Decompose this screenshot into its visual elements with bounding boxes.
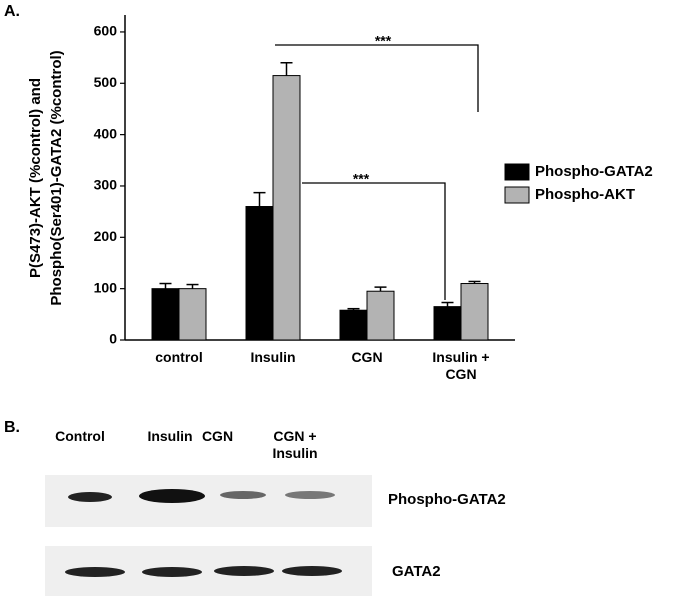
lane-label: Insulin xyxy=(147,428,193,444)
blot-row-label: Phospho-GATA2 xyxy=(388,491,506,508)
blot-band xyxy=(142,567,202,577)
annotation: *** xyxy=(353,171,370,187)
y-tick-label: 600 xyxy=(94,23,118,39)
lane-label: CGN xyxy=(201,428,234,444)
panel-label: A. xyxy=(4,3,20,20)
lane-label: CGN + Insulin xyxy=(272,428,318,461)
y-label-line: P(S473)-AKT (%control) and xyxy=(27,78,44,278)
bar xyxy=(366,290,395,341)
y-tick-label: 200 xyxy=(94,228,118,244)
y-tick-label: 500 xyxy=(94,74,118,90)
annotation: *** xyxy=(375,33,392,49)
significance-bracket xyxy=(275,44,479,112)
blot-band xyxy=(220,491,266,499)
y-tick-label: 400 xyxy=(94,125,118,141)
y-tick-label: 0 xyxy=(109,331,117,347)
x-tick-label: Insulin xyxy=(250,349,296,365)
legend-swatch xyxy=(504,163,530,181)
blot-band xyxy=(65,567,125,577)
y-tick-label: 300 xyxy=(94,177,118,193)
blot-row-label: GATA2 xyxy=(392,563,441,580)
y-label-line: Phospho(Ser401)-GATA2 (%control) xyxy=(48,50,65,305)
blot-band xyxy=(285,491,335,499)
bar xyxy=(178,288,207,341)
bar xyxy=(433,306,462,341)
lane-label: Control xyxy=(55,428,105,444)
bar xyxy=(245,206,274,341)
legend-label: Phospho-AKT xyxy=(535,186,635,203)
bar xyxy=(460,283,489,341)
x-tick-label: CGN xyxy=(351,349,383,365)
blot-band xyxy=(139,489,205,503)
panel-label: B. xyxy=(4,419,20,436)
bar xyxy=(339,309,368,341)
legend-swatch xyxy=(504,186,530,204)
blot-band xyxy=(68,492,112,502)
x-tick-label: control xyxy=(155,349,203,365)
legend-label: Phospho-GATA2 xyxy=(535,163,653,180)
bar xyxy=(151,288,180,341)
blot-band xyxy=(214,566,274,576)
bar xyxy=(272,75,301,341)
y-axis-label: P(S473)-AKT (%control) and Phospho(Ser40… xyxy=(27,50,65,305)
y-tick-label: 100 xyxy=(94,279,118,295)
blot-band xyxy=(282,566,342,576)
significance-bracket xyxy=(302,182,446,300)
x-tick-label: Insulin + CGN xyxy=(432,349,490,382)
